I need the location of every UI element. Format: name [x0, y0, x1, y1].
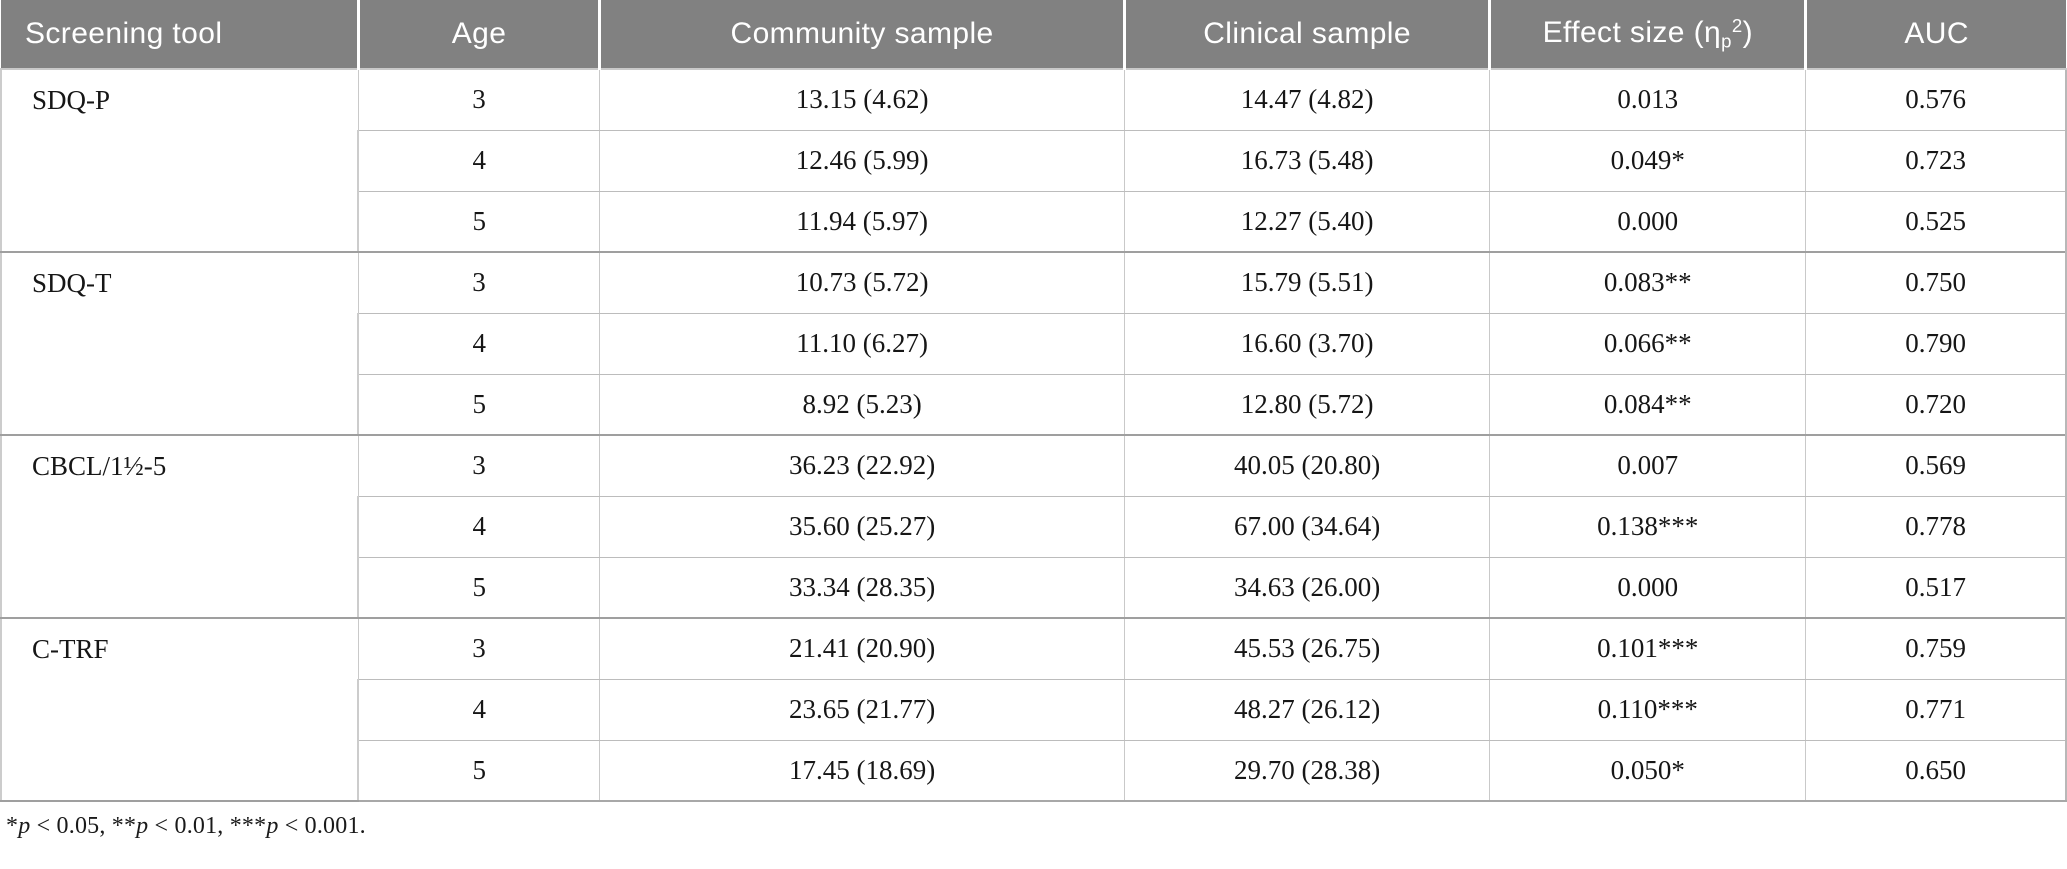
footnote-text: ** [111, 813, 137, 839]
age-cell: 5 [357, 190, 601, 253]
community-cell: 11.10 (6.27) [599, 312, 1125, 375]
age-cell: 3 [357, 434, 601, 497]
community-cell: 12.46 (5.99) [599, 129, 1125, 192]
header-row: Screening tool Age Community sample Clin… [1, 0, 2066, 70]
paper-table-figure: Screening tool Age Community sample Clin… [0, 0, 2067, 840]
table-row: 4 11.10 (6.27) 16.60 (3.70) 0.066** 0.790 [1, 312, 2067, 375]
table-row: SDQ-P 3 13.15 (4.62) 14.47 (4.82) 0.013 0.576 [0, 68, 2067, 253]
clinical-cell: 67.00 (34.64) [1123, 495, 1491, 558]
age-cell: 5 [357, 739, 601, 802]
effect-size-label-suffix: ) [1742, 16, 1753, 50]
footnote-text: < 0.05, [30, 813, 112, 839]
effect-cell: 0.083** [1489, 251, 1807, 314]
community-cell: 36.23 (22.92) [599, 434, 1125, 497]
community-cell: 21.41 (20.90) [599, 617, 1125, 680]
col-header-clinical-sample: Clinical sample [1124, 0, 1492, 70]
effect-cell: 0.013 [1489, 68, 1807, 131]
auc-cell: 0.576 [1805, 68, 2067, 131]
effect-cell: 0.049* [1489, 129, 1807, 192]
community-cell: 35.60 (25.27) [599, 495, 1125, 558]
clinical-cell: 16.60 (3.70) [1123, 312, 1491, 375]
footnote-p: p [18, 813, 31, 839]
community-cell: 33.34 (28.35) [599, 556, 1125, 619]
col-header-age: Age [358, 0, 602, 70]
table-row: SDQ-T 3 10.73 (5.72) 15.79 (5.51) 0.083** 0.7… [0, 251, 2067, 436]
effect-cell: 0.007 [1489, 434, 1807, 497]
table-body: SDQ-P 3 13.15 (4.62) 14.47 (4.82) 0.013 0.576… [0, 68, 2067, 802]
age-cell: 3 [357, 251, 601, 314]
screening-tool-cell: SDQ-T [0, 251, 359, 436]
clinical-cell: 34.63 (26.00) [1123, 556, 1491, 619]
footnote-p: p [136, 813, 149, 839]
effect-size-superscript: 2 [1731, 15, 1743, 37]
screening-tool-cell: SDQ-P [0, 68, 359, 253]
effect-cell: 0.000 [1489, 190, 1807, 253]
effect-cell: 0.050* [1489, 739, 1807, 802]
table-row: C-TRF 3 21.41 (20.90) 45.53 (26.75) 0.101***… [0, 617, 2067, 802]
auc-cell: 0.723 [1805, 129, 2067, 192]
clinical-cell: 29.70 (28.38) [1123, 739, 1491, 802]
auc-cell: 0.750 [1805, 251, 2067, 314]
col-header-community-sample: Community sample [599, 0, 1126, 70]
auc-cell: 0.771 [1805, 678, 2067, 741]
community-cell: 10.73 (5.72) [599, 251, 1125, 314]
age-cell: 5 [357, 373, 601, 436]
age-cell: 4 [357, 495, 601, 558]
auc-cell: 0.790 [1805, 312, 2067, 375]
auc-cell: 0.525 [1805, 190, 2067, 253]
col-header-auc: AUC [1805, 0, 2066, 70]
col-header-screening-tool: Screening tool [1, 0, 360, 70]
screening-tool-cell: CBCL/1½-5 [0, 434, 359, 619]
screening-tool-cell: C-TRF [0, 617, 359, 802]
table-row: 5 8.92 (5.23) 12.80 (5.72) 0.084** 0.720 [1, 373, 2067, 436]
footnote-text: < 0.001. [278, 813, 366, 839]
community-cell: 11.94 (5.97) [599, 190, 1125, 253]
community-cell: 13.15 (4.62) [599, 68, 1125, 131]
clinical-cell: 12.27 (5.40) [1123, 190, 1491, 253]
effect-cell: 0.000 [1489, 556, 1807, 619]
effect-size-label-prefix: Effect size (η [1542, 16, 1722, 50]
effect-cell: 0.138*** [1489, 495, 1807, 558]
age-cell: 4 [357, 129, 601, 192]
clinical-cell: 12.80 (5.72) [1123, 373, 1491, 436]
auc-cell: 0.650 [1805, 739, 2067, 802]
footnote-p: p [266, 813, 279, 839]
footnote-text: * [6, 813, 19, 839]
table-row: 4 12.46 (5.99) 16.73 (5.48) 0.049* 0.723 [1, 129, 2067, 192]
effect-cell: 0.101*** [1489, 617, 1807, 680]
table-row: 4 23.65 (21.77) 48.27 (26.12) 0.110*** 0.771 [1, 678, 2067, 741]
community-cell: 23.65 (21.77) [599, 678, 1125, 741]
community-cell: 17.45 (18.69) [599, 739, 1125, 802]
age-cell: 4 [357, 678, 601, 741]
age-cell: 3 [357, 617, 601, 680]
table-row: 5 11.94 (5.97) 12.27 (5.40) 0.000 0.525 [1, 190, 2067, 253]
table-row: 5 17.45 (18.69) 29.70 (28.38) 0.050* 0.650 [1, 739, 2067, 802]
table-row: CBCL/1½-5 3 36.23 (22.92) 40.05 (20.80) 0.00… [0, 434, 2067, 619]
col-header-effect-size: Effect size (ηp2) [1489, 0, 1808, 70]
footnote: *p < 0.05, **p < 0.01, ***p < 0.001. [6, 813, 2067, 840]
clinical-cell: 40.05 (20.80) [1123, 434, 1491, 497]
auc-cell: 0.759 [1805, 617, 2067, 680]
auc-cell: 0.569 [1805, 434, 2067, 497]
clinical-cell: 15.79 (5.51) [1123, 251, 1491, 314]
age-cell: 4 [357, 312, 601, 375]
age-cell: 3 [357, 68, 601, 131]
clinical-cell: 45.53 (26.75) [1123, 617, 1491, 680]
table-row: 5 33.34 (28.35) 34.63 (26.00) 0.000 0.517 [1, 556, 2067, 619]
screening-tools-table: Screening tool Age Community sample Clin… [0, 0, 2067, 802]
footnote-text: < 0.01, [148, 813, 230, 839]
auc-cell: 0.517 [1805, 556, 2067, 619]
auc-cell: 0.720 [1805, 373, 2067, 436]
effect-size-subscript: p [1721, 30, 1732, 52]
age-cell: 5 [357, 556, 601, 619]
clinical-cell: 48.27 (26.12) [1123, 678, 1491, 741]
footnote-text: *** [229, 813, 267, 839]
effect-cell: 0.110*** [1489, 678, 1807, 741]
effect-cell: 0.084** [1489, 373, 1807, 436]
effect-cell: 0.066** [1489, 312, 1807, 375]
clinical-cell: 16.73 (5.48) [1123, 129, 1491, 192]
community-cell: 8.92 (5.23) [599, 373, 1125, 436]
auc-cell: 0.778 [1805, 495, 2067, 558]
clinical-cell: 14.47 (4.82) [1123, 68, 1491, 131]
